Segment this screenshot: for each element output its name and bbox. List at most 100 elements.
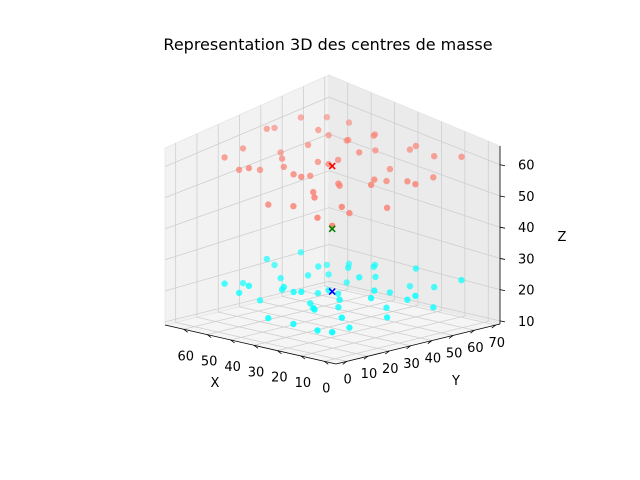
data-point (406, 283, 414, 290)
data-point (314, 158, 322, 166)
x-grid-line (230, 102, 395, 341)
data-point (290, 288, 297, 296)
z-tick (499, 320, 506, 323)
z-axis-label: Z (558, 230, 567, 245)
data-point (370, 132, 377, 139)
data-point (367, 294, 375, 302)
data-point (325, 160, 332, 168)
data-point (235, 166, 243, 173)
x-grid-line (183, 82, 349, 330)
data-point (298, 288, 305, 295)
data-point (315, 263, 322, 270)
tick-marks: 0 10 20 30 40 50 60 0 10 20 30 40 50 60 70 10 20 30 40 50 60 (177, 159, 534, 397)
z-grid-line (164, 207, 501, 261)
data-point (263, 125, 270, 132)
data-point (412, 181, 419, 188)
y-tick (406, 345, 411, 350)
data-points (221, 114, 465, 336)
data-point (343, 279, 350, 286)
data-point (265, 201, 272, 208)
data-point (345, 119, 353, 126)
x-tick-label: 40 (224, 360, 241, 375)
data-point (263, 255, 270, 263)
data-point (334, 290, 342, 297)
y-tick (385, 350, 390, 355)
grid-lines (164, 76, 501, 362)
centroid-marker (328, 225, 336, 233)
centroid-stroke (328, 225, 336, 233)
data-point (314, 214, 321, 221)
y-grid-line (239, 114, 411, 347)
x-tick (300, 355, 306, 360)
data-point (335, 304, 342, 311)
data-point (314, 289, 322, 297)
y-grid-line (196, 133, 369, 357)
y-tick-label: 70 (488, 336, 505, 351)
y-axis-line (335, 323, 501, 365)
x-grid-line (207, 92, 372, 336)
data-point (431, 153, 438, 160)
data-point (430, 174, 437, 181)
x-grid-line (324, 141, 489, 362)
centroid-marker (328, 287, 336, 296)
data-point (307, 300, 314, 307)
data-point (383, 314, 391, 321)
x-grid-line (253, 111, 419, 346)
data-point (431, 283, 438, 291)
data-point (245, 282, 253, 289)
x-tick (277, 350, 282, 354)
x-grid-line (277, 121, 442, 352)
data-point (311, 306, 318, 313)
x-tick-label: 0 (322, 381, 330, 396)
x-tick-label: 60 (177, 349, 194, 364)
data-point (334, 156, 342, 163)
axis-lines (164, 146, 501, 365)
data-point (371, 287, 378, 294)
data-point (325, 132, 332, 139)
x-tick-label: 50 (201, 355, 218, 370)
data-point (239, 145, 247, 152)
data-point (356, 274, 363, 281)
z-tick (499, 164, 506, 167)
data-point (336, 182, 343, 189)
z-tick-label: 30 (518, 252, 535, 267)
data-point (412, 142, 420, 150)
z-tick-label: 60 (518, 159, 535, 174)
y-tick (427, 340, 433, 344)
x-tick (206, 334, 212, 338)
data-point (280, 283, 287, 291)
data-point (345, 136, 352, 144)
data-point (383, 177, 390, 185)
data-point (298, 173, 305, 180)
z-grid-line (164, 96, 501, 167)
data-point (280, 163, 287, 171)
y-tick-label: 40 (425, 352, 442, 367)
data-point (314, 327, 321, 334)
data-point (323, 114, 331, 121)
data-point (245, 164, 253, 172)
y-tick (448, 335, 454, 339)
y-tick-label: 0 (344, 372, 352, 387)
data-point (458, 153, 465, 160)
data-point (265, 314, 272, 322)
y-tick (342, 361, 347, 365)
y-grid-line (175, 143, 347, 362)
data-point (412, 292, 419, 299)
data-point (256, 297, 264, 304)
y-tick-label: 20 (382, 362, 399, 377)
data-point (271, 261, 278, 269)
x-tick (253, 344, 259, 349)
data-point (290, 320, 297, 328)
z-tick (499, 195, 506, 198)
data-point (372, 147, 379, 154)
centroid-marker (328, 162, 336, 170)
y-axis-label: Y (451, 374, 460, 389)
data-point (315, 126, 322, 134)
data-point (383, 204, 391, 211)
data-point (307, 172, 314, 179)
centroid-stroke (328, 162, 336, 170)
data-point (297, 114, 305, 121)
data-point (412, 265, 420, 272)
x-axis-label: X (211, 376, 220, 391)
y-grid-line (281, 95, 454, 336)
